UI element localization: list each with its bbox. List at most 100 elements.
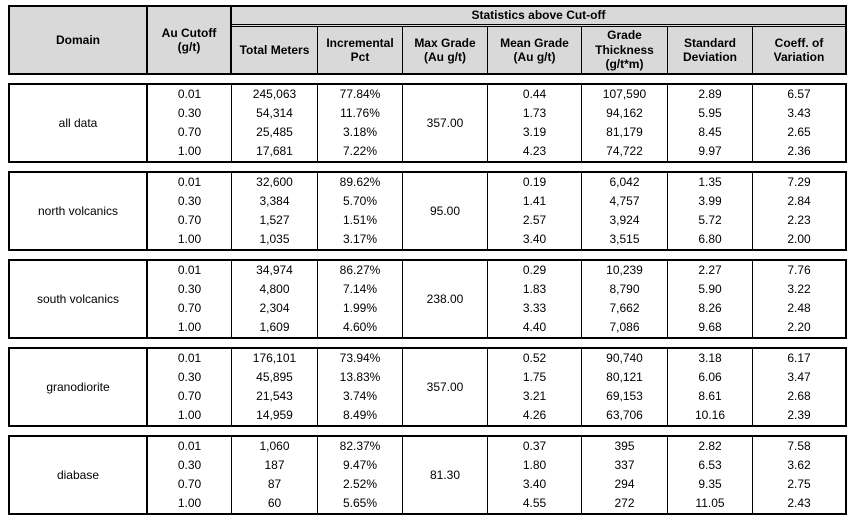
max-grade-value: 357.00 xyxy=(403,349,488,425)
total-meters-value: 14,959 xyxy=(232,406,318,425)
table-header: Domain Au Cutoff (g/t) Statistics above … xyxy=(8,5,847,75)
coeff-variation-value: 6.17 xyxy=(787,351,811,366)
total-meters-value: 4,800 xyxy=(232,280,318,299)
mean-grade-value: 1.41 xyxy=(488,192,582,211)
grade-thickness-value: 7,086 xyxy=(582,318,668,337)
mean-grade-value: 4.40 xyxy=(488,318,582,337)
table-banner: Statistics above Cut-off xyxy=(232,7,845,27)
grade-thickness-value: 69,153 xyxy=(582,387,668,406)
mean-grade-value: 0.37 xyxy=(488,437,582,456)
domain-label: granodiorite xyxy=(10,349,148,425)
domain-block-diabase: diabase 0.01 0.30 0.70 1.00 1,060 187 87… xyxy=(8,435,847,515)
mean-grade-value: 4.23 xyxy=(488,142,582,161)
mean-grade-value: 2.57 xyxy=(488,211,582,230)
total-meters-value: 32,600 xyxy=(232,173,318,192)
col-header-standard-deviation: Standard Deviation xyxy=(668,27,753,73)
cutoff-value: 0.70 xyxy=(148,211,232,230)
incremental-pct-value: 4.60% xyxy=(318,318,403,337)
max-grade-value: 357.00 xyxy=(403,85,488,161)
max-grade-value: 95.00 xyxy=(403,173,488,249)
coeff-variation-value: 2.43 xyxy=(787,496,811,511)
coeff-variation-value: 7.76 xyxy=(787,263,811,278)
grade-thickness-value: 90,740 xyxy=(582,349,668,368)
standard-deviation-value: 1.35 xyxy=(668,173,753,192)
grade-thickness-value: 81,179 xyxy=(582,123,668,142)
incremental-pct-value: 11.76% xyxy=(318,104,403,123)
mean-grade-value: 1.80 xyxy=(488,456,582,475)
total-meters-value: 87 xyxy=(232,475,318,494)
mean-grade-value: 0.52 xyxy=(488,349,582,368)
mean-grade-value: 3.40 xyxy=(488,230,582,249)
col-header-coeff-variation: Coeff. of Variation xyxy=(773,35,825,64)
domain-block-all-data: all data 0.01 0.30 0.70 1.00 245,063 54,… xyxy=(8,83,847,163)
standard-deviation-value: 2.89 xyxy=(668,85,753,104)
total-meters-value: 21,543 xyxy=(232,387,318,406)
incremental-pct-value: 77.84% xyxy=(318,85,403,104)
cutoff-value: 0.01 xyxy=(148,85,232,104)
total-meters-value: 17,681 xyxy=(232,142,318,161)
mean-grade-value: 0.29 xyxy=(488,261,582,280)
col-header-mean-grade: Mean Grade (Au g/t) xyxy=(488,27,582,73)
coeff-variation-value: 2.20 xyxy=(787,320,811,335)
standard-deviation-value: 9.35 xyxy=(668,475,753,494)
grade-thickness-value: 63,706 xyxy=(582,406,668,425)
grade-thickness-value: 74,722 xyxy=(582,142,668,161)
standard-deviation-value: 2.27 xyxy=(668,261,753,280)
standard-deviation-value: 11.05 xyxy=(668,494,753,513)
cutoff-value: 1.00 xyxy=(148,406,232,425)
total-meters-value: 25,485 xyxy=(232,123,318,142)
standard-deviation-value: 2.82 xyxy=(668,437,753,456)
incremental-pct-value: 1.99% xyxy=(318,299,403,318)
coeff-variation-value: 6.57 xyxy=(787,87,811,102)
mean-grade-value: 3.33 xyxy=(488,299,582,318)
grade-thickness-value: 294 xyxy=(582,475,668,494)
cutoff-value: 1.00 xyxy=(148,230,232,249)
total-meters-value: 1,527 xyxy=(232,211,318,230)
incremental-pct-value: 3.17% xyxy=(318,230,403,249)
grade-thickness-value: 7,662 xyxy=(582,299,668,318)
grade-thickness-value: 6,042 xyxy=(582,173,668,192)
standard-deviation-value: 3.99 xyxy=(668,192,753,211)
cutoff-value: 0.70 xyxy=(148,123,232,142)
coeff-variation-value: 7.58 xyxy=(787,439,811,454)
grade-thickness-value: 4,757 xyxy=(582,192,668,211)
standard-deviation-value: 5.90 xyxy=(668,280,753,299)
standard-deviation-value: 3.18 xyxy=(668,349,753,368)
coeff-variation-value: 2.75 xyxy=(787,477,811,492)
mean-grade-value: 3.21 xyxy=(488,387,582,406)
cutoff-value: 0.30 xyxy=(148,280,232,299)
standard-deviation-value: 6.80 xyxy=(668,230,753,249)
col-header-total-meters: Total Meters xyxy=(232,27,318,73)
coeff-variation-value: 2.48 xyxy=(787,301,811,316)
total-meters-value: 1,609 xyxy=(232,318,318,337)
standard-deviation-value: 8.45 xyxy=(668,123,753,142)
total-meters-value: 187 xyxy=(232,456,318,475)
mean-grade-value: 4.26 xyxy=(488,406,582,425)
coeff-variation-value: 2.36 xyxy=(787,144,811,159)
max-grade-value: 81.30 xyxy=(403,437,488,513)
total-meters-value: 54,314 xyxy=(232,104,318,123)
grade-thickness-value: 94,162 xyxy=(582,104,668,123)
cutoff-value: 0.70 xyxy=(148,387,232,406)
standard-deviation-value: 9.97 xyxy=(668,142,753,161)
coeff-variation-value: 3.47 xyxy=(787,370,811,385)
standard-deviation-value: 6.06 xyxy=(668,368,753,387)
incremental-pct-value: 13.83% xyxy=(318,368,403,387)
incremental-pct-value: 89.62% xyxy=(318,173,403,192)
col-header-max-grade: Max Grade (Au g/t) xyxy=(403,27,488,73)
mean-grade-value: 0.44 xyxy=(488,85,582,104)
col-header-au-cutoff: Au Cutoff (g/t) xyxy=(148,7,232,73)
cutoff-value: 1.00 xyxy=(148,142,232,161)
incremental-pct-value: 3.74% xyxy=(318,387,403,406)
grade-thickness-value: 80,121 xyxy=(582,368,668,387)
incremental-pct-value: 73.94% xyxy=(318,349,403,368)
incremental-pct-value: 82.37% xyxy=(318,437,403,456)
total-meters-value: 3,384 xyxy=(232,192,318,211)
cutoff-value: 0.70 xyxy=(148,475,232,494)
total-meters-value: 45,895 xyxy=(232,368,318,387)
incremental-pct-value: 5.65% xyxy=(318,494,403,513)
coeff-variation-value: 7.29 xyxy=(787,175,811,190)
cutoff-value: 0.01 xyxy=(148,173,232,192)
standard-deviation-value: 5.72 xyxy=(668,211,753,230)
